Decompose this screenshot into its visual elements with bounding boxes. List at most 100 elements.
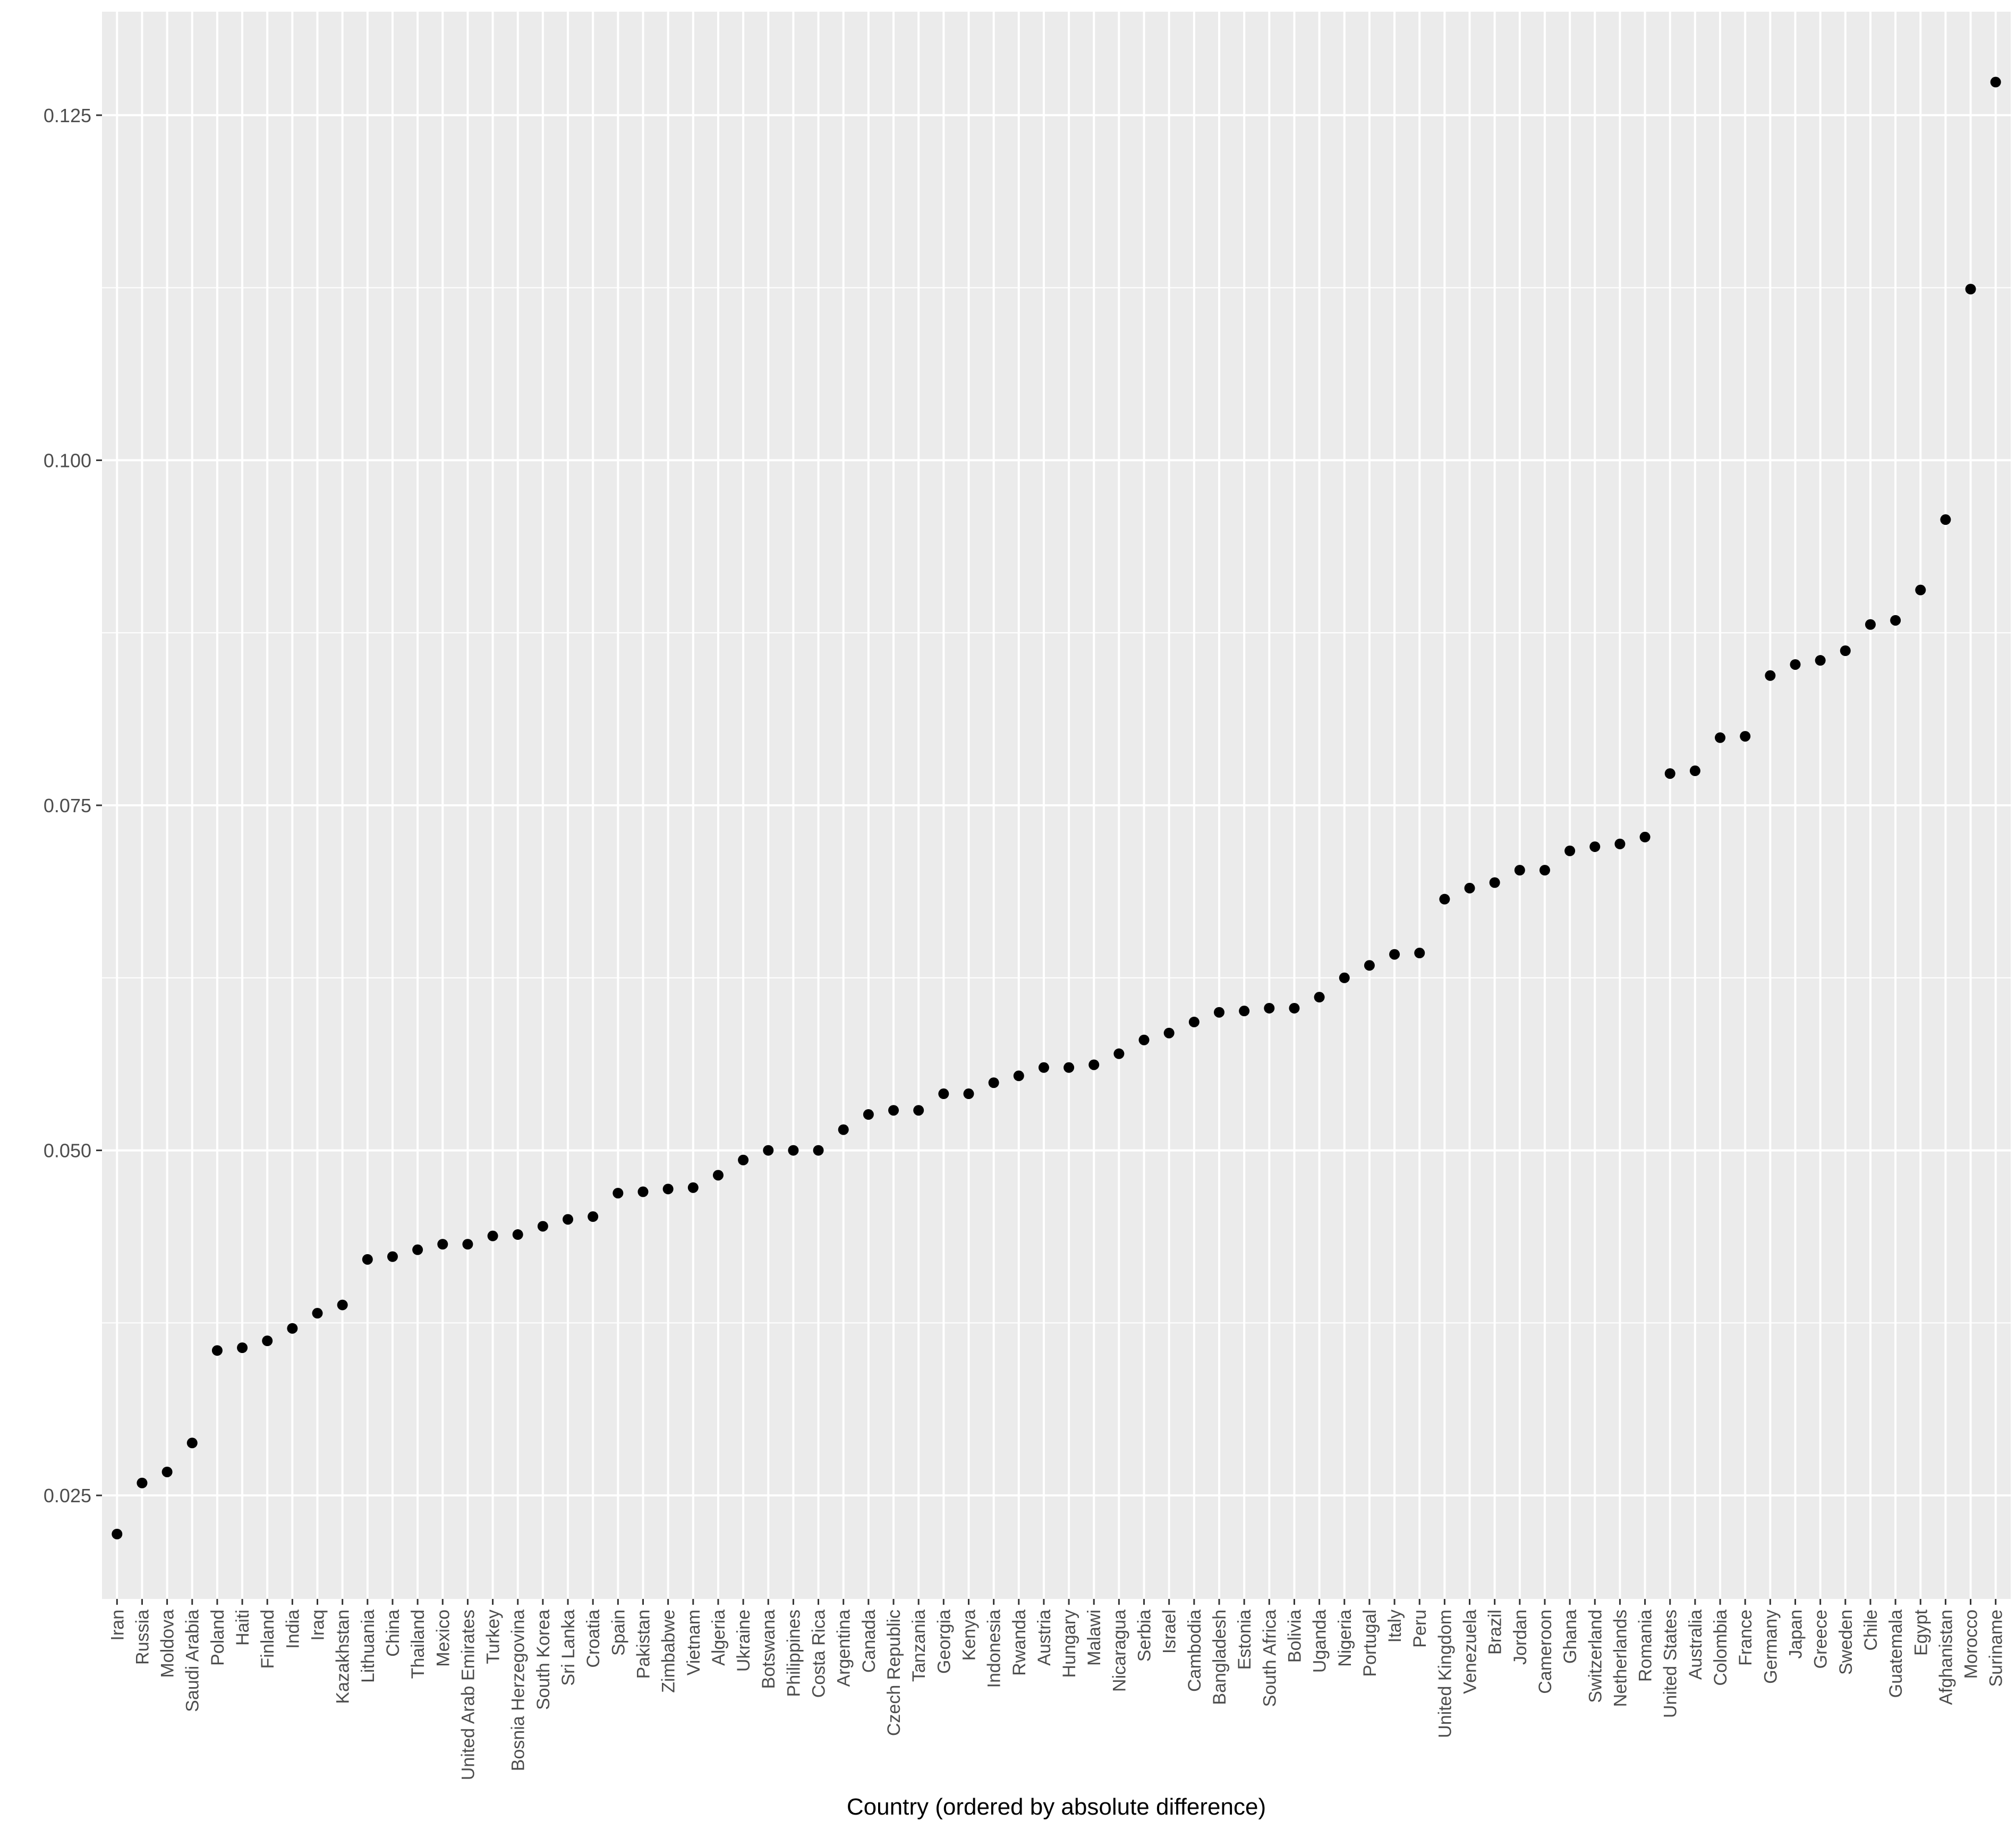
data-point [412, 1244, 423, 1255]
data-point [1213, 1007, 1224, 1018]
data-point [1489, 877, 1500, 888]
data-point [1013, 1070, 1024, 1082]
x-tick-label: Austria [1034, 1610, 1054, 1666]
x-tick-label: Cambodia [1185, 1610, 1205, 1692]
x-tick-label: Bosnia Herzegovina [508, 1610, 529, 1771]
data-point [337, 1299, 348, 1310]
x-tick-label: Malawi [1084, 1610, 1104, 1666]
x-tick-label: Colombia [1711, 1610, 1731, 1686]
x-tick-label: Algeria [709, 1610, 729, 1666]
data-point [662, 1184, 674, 1195]
data-point [1815, 655, 1826, 666]
data-point [112, 1528, 123, 1539]
x-axis: Iran Russia Moldova Saudi Arabia Poland Haiti… [107, 1599, 2006, 1780]
data-point [1865, 619, 1876, 630]
x-tick-label: Pakistan [633, 1610, 653, 1679]
data-point [1639, 831, 1651, 842]
data-point [1088, 1059, 1100, 1070]
data-point [1790, 659, 1801, 670]
x-tick-label: Spain [608, 1610, 628, 1656]
data-point [738, 1154, 749, 1165]
x-tick-label: Canada [859, 1610, 879, 1673]
x-tick-label: Moldova [158, 1610, 178, 1678]
data-point [137, 1477, 148, 1488]
data-point [1539, 865, 1550, 876]
data-point [1614, 838, 1626, 849]
x-tick-label: Russia [132, 1610, 152, 1665]
x-tick-label: Thailand [408, 1610, 428, 1679]
x-tick-label: Iran [107, 1610, 127, 1641]
data-point [1990, 76, 2001, 88]
x-tick-label: Vietnam [684, 1610, 704, 1675]
data-point [1464, 882, 1475, 893]
x-tick-label: Cameroon [1535, 1610, 1555, 1694]
data-point [211, 1345, 223, 1356]
data-point [362, 1254, 373, 1265]
x-tick-label: Uganda [1310, 1610, 1330, 1673]
major-gridlines [102, 12, 2011, 1599]
data-point [1514, 865, 1525, 876]
x-tick-label: France [1736, 1610, 1756, 1666]
x-tick-label: Israel [1160, 1610, 1180, 1654]
data-point [1740, 731, 1751, 742]
x-tick-label: Chile [1861, 1610, 1881, 1650]
x-tick-label: United States [1661, 1610, 1681, 1718]
x-tick-label: Ukraine [734, 1610, 754, 1672]
data-point [1965, 284, 1976, 295]
data-point [1264, 1002, 1275, 1014]
x-tick-label: Switzerland [1585, 1610, 1605, 1703]
data-point [963, 1088, 974, 1100]
data-point [387, 1251, 398, 1262]
data-point [988, 1077, 999, 1088]
x-tick-label: Bolivia [1285, 1610, 1305, 1663]
data-point [813, 1145, 824, 1156]
data-point [938, 1088, 949, 1100]
y-axis: 0.025 0.050 0.075 0.100 0.125 [44, 105, 102, 1506]
x-tick-label: Nigeria [1335, 1610, 1355, 1667]
x-tick-label: Ghana [1560, 1610, 1580, 1664]
data-point [1038, 1062, 1049, 1073]
x-tick-label: Kazakhstan [333, 1610, 353, 1704]
data-point [613, 1188, 624, 1199]
x-tick-label: Romania [1636, 1610, 1656, 1682]
x-tick-label: South Korea [533, 1610, 554, 1710]
x-tick-label: Argentina [834, 1610, 854, 1687]
data-point [1163, 1027, 1175, 1039]
data-point [1840, 645, 1851, 656]
data-point [1389, 949, 1400, 960]
data-point [1439, 893, 1450, 905]
x-tick-label: Egypt [1911, 1609, 1931, 1655]
x-tick-label: Portugal [1360, 1610, 1380, 1677]
data-point [712, 1170, 724, 1181]
x-tick-label: Saudi Arabia [183, 1610, 203, 1712]
x-tick-label: Venezuela [1460, 1610, 1481, 1694]
data-point [788, 1145, 799, 1156]
x-tick-label: Lithuania [358, 1610, 378, 1683]
data-point [462, 1239, 473, 1250]
y-tick-label: 0.050 [44, 1140, 91, 1162]
x-tick-label: Afghanistan [1936, 1610, 1956, 1705]
data-point [888, 1105, 899, 1116]
x-tick-label: Peru [1410, 1610, 1430, 1648]
data-point [1314, 992, 1325, 1003]
data-point [563, 1214, 574, 1225]
x-tick-label: Croatia [583, 1610, 603, 1668]
x-tick-label: Indonesia [984, 1610, 1005, 1688]
x-tick-label: Rwanda [1009, 1610, 1030, 1676]
x-tick-label: Mexico [433, 1610, 453, 1667]
data-point [312, 1308, 323, 1319]
minor-gridlines [102, 287, 2011, 1324]
x-tick-label: Morocco [1961, 1610, 1981, 1679]
data-point [186, 1437, 198, 1449]
x-tick-label: Estonia [1235, 1610, 1255, 1670]
data-point [1689, 765, 1700, 777]
x-tick-label: Tanzania [909, 1610, 929, 1682]
x-tick-label: South Africa [1260, 1610, 1280, 1707]
data-point [913, 1105, 924, 1116]
x-tick-label: Australia [1686, 1610, 1706, 1680]
x-tick-label: Greece [1811, 1610, 1831, 1669]
data-point [437, 1239, 448, 1250]
data-point [838, 1124, 849, 1135]
data-point [763, 1145, 774, 1156]
